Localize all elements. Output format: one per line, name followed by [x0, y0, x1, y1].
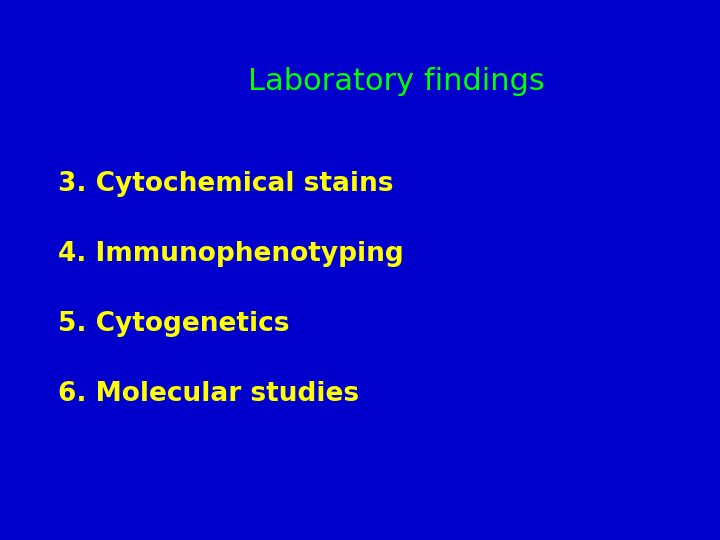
- Text: 5. Cytogenetics: 5. Cytogenetics: [58, 311, 289, 337]
- Text: 4. Immunophenotyping: 4. Immunophenotyping: [58, 241, 403, 267]
- Text: 6. Molecular studies: 6. Molecular studies: [58, 381, 359, 407]
- Text: 3. Cytochemical stains: 3. Cytochemical stains: [58, 171, 393, 197]
- Text: Laboratory findings: Laboratory findings: [248, 66, 544, 96]
